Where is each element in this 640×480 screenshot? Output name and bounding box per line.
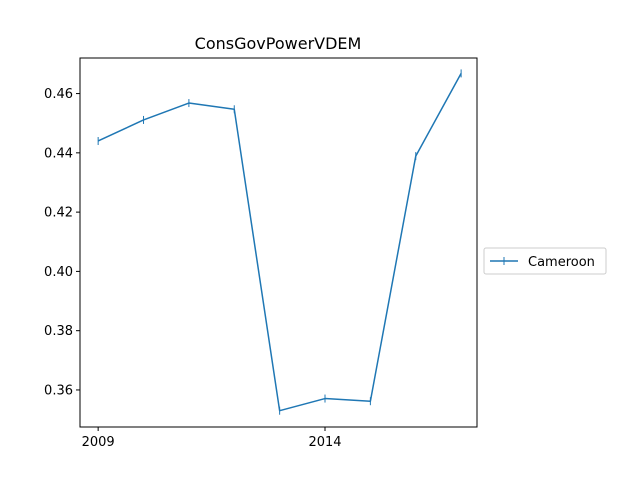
- y-tick-label: 0.46: [44, 87, 73, 102]
- y-tick-label: 0.42: [44, 206, 73, 221]
- y-tick-label: 0.38: [44, 324, 73, 339]
- legend-box: [483, 247, 607, 275]
- y-tick-label: 0.44: [44, 146, 73, 161]
- y-tick-label: 0.40: [44, 265, 73, 280]
- x-axis: 2009 2014: [82, 427, 342, 450]
- x-tick-label: 2014: [308, 435, 341, 450]
- plot-area: 2009 2014 0.36 0.38 0.40 0.42 0.44 0.46: [44, 57, 478, 450]
- x-tick-label: 2009: [82, 435, 115, 450]
- chart-title: ConsGovPowerVDEM: [195, 34, 362, 53]
- y-axis: 0.36 0.38 0.40 0.42 0.44 0.46: [44, 87, 80, 398]
- axes-frame: [79, 57, 478, 428]
- y-tick-label: 0.36: [44, 383, 73, 398]
- series-layer: [97, 69, 462, 415]
- legend: Cameroon: [483, 247, 607, 275]
- legend-label: Cameroon: [528, 255, 595, 270]
